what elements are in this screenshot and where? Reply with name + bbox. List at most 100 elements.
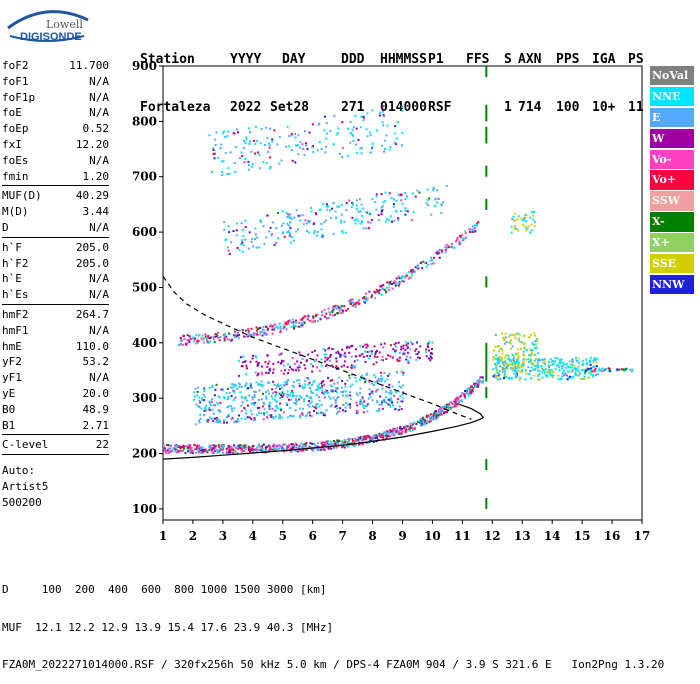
- echo-point: [366, 344, 369, 347]
- echo-point: [279, 327, 282, 330]
- echo-point: [335, 412, 338, 415]
- echo-point: [593, 365, 596, 368]
- echo-point: [320, 236, 323, 239]
- echo-point: [326, 358, 329, 361]
- echo-point: [184, 452, 187, 454]
- echo-point: [533, 354, 536, 356]
- echo-point: [253, 390, 256, 393]
- echo-point: [288, 145, 291, 148]
- y-tick-label: 300: [132, 391, 157, 405]
- echo-point: [365, 372, 368, 375]
- echo-point: [342, 390, 345, 393]
- echo-point: [310, 390, 313, 393]
- echo-point: [404, 426, 407, 429]
- echo-point: [583, 375, 586, 378]
- echo-point: [529, 359, 532, 362]
- echo-point: [229, 151, 232, 154]
- echo-point: [252, 245, 255, 248]
- echo-point: [244, 219, 247, 222]
- echo-point: [235, 420, 238, 423]
- ionogram-plot: 1 2 3 4 5 6 7 8 9 10 11 12 13 14 15 16 17100200300400500…: [132, 59, 650, 543]
- echo-point: [361, 353, 364, 355]
- echo-point: [178, 445, 181, 447]
- echo-point: [540, 365, 543, 367]
- echo-point: [244, 396, 247, 399]
- echo-point: [303, 443, 306, 446]
- echo-point: [323, 115, 326, 118]
- echo-point: [323, 442, 325, 445]
- echo-point: [493, 373, 496, 376]
- echo-point: [263, 408, 266, 411]
- echo-point: [389, 405, 392, 408]
- echo-point: [616, 368, 619, 371]
- echo-point: [592, 375, 595, 378]
- echo-point: [235, 446, 238, 449]
- echo-point: [387, 374, 390, 377]
- echo-point: [337, 352, 340, 355]
- echo-point: [469, 231, 471, 233]
- echo-point: [456, 237, 459, 240]
- echo-point: [498, 356, 501, 359]
- echo-point: [381, 399, 384, 402]
- echo-point: [242, 244, 245, 247]
- echo-point: [317, 412, 319, 415]
- echo-point: [373, 355, 376, 358]
- echo-point: [266, 416, 268, 419]
- echo-point: [292, 415, 295, 418]
- echo-point: [323, 129, 326, 132]
- echo-point: [522, 223, 525, 226]
- echo-point: [305, 394, 308, 397]
- echo-point: [313, 222, 316, 225]
- echo-point: [510, 339, 513, 342]
- echo-point: [412, 428, 414, 431]
- echo-point: [380, 213, 383, 216]
- echo-point: [407, 271, 410, 273]
- echo-point: [335, 365, 338, 368]
- echo-point: [253, 332, 255, 335]
- echo-point: [301, 413, 304, 416]
- echo-point: [243, 450, 246, 453]
- echo-point: [295, 450, 297, 452]
- echo-point: [303, 315, 306, 318]
- echo-point: [207, 336, 210, 339]
- echo-point: [373, 384, 375, 386]
- echo-point: [262, 329, 265, 332]
- echo-point: [298, 382, 301, 385]
- echo-point: [286, 396, 289, 399]
- legend-e-swatch: E: [650, 107, 694, 128]
- lowell-logo-graphic: Lowell DIGISONDE: [7, 10, 89, 43]
- echo-point: [228, 448, 231, 451]
- echo-point: [263, 333, 266, 336]
- echo-point: [307, 314, 310, 317]
- echo-point: [203, 390, 206, 392]
- echo-point: [473, 382, 475, 385]
- echo-point: [288, 216, 291, 219]
- echo-point: [314, 315, 317, 317]
- echo-point: [400, 429, 403, 432]
- echo-point: [266, 137, 269, 140]
- echo-point: [293, 449, 296, 452]
- echo-point: [230, 446, 233, 449]
- echo-point: [258, 333, 261, 336]
- echo-point: [331, 348, 334, 350]
- echo-point: [431, 341, 434, 344]
- echo-point: [332, 348, 335, 351]
- echo-point: [382, 284, 385, 287]
- echo-point: [274, 394, 277, 397]
- echo-point: [327, 307, 330, 310]
- echo-point: [314, 360, 317, 363]
- echo-point: [182, 445, 185, 448]
- echo-point: [434, 414, 437, 417]
- echo-point: [239, 157, 241, 160]
- echo-point: [298, 365, 301, 367]
- echo-point: [520, 341, 523, 344]
- echo-point: [341, 309, 344, 312]
- echo-point: [259, 219, 262, 222]
- echo-point: [395, 432, 398, 435]
- echo-point: [215, 333, 218, 336]
- echo-point: [536, 337, 539, 340]
- echo-point: [478, 379, 481, 382]
- echo-point: [318, 122, 321, 125]
- echo-point: [397, 284, 400, 287]
- echo-point: [425, 266, 428, 269]
